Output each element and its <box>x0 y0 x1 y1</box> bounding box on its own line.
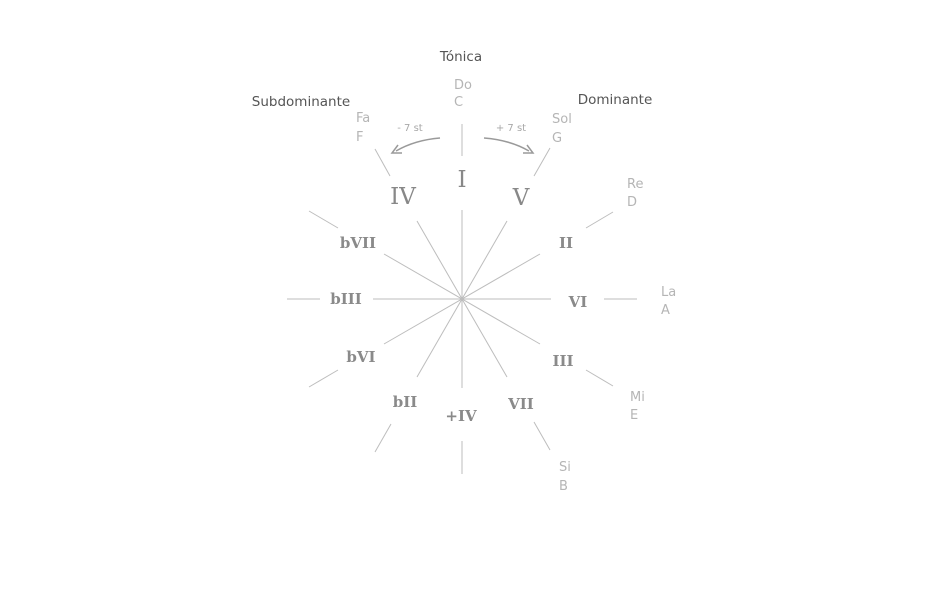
note-si-solfege: Si <box>559 460 571 475</box>
arrow-to-subdominant <box>395 137 441 152</box>
degree-v: V <box>512 185 530 211</box>
arrow-to-dominant <box>483 137 530 152</box>
note-re-letter: D <box>627 195 637 210</box>
dominant-label: Dominante <box>578 92 653 108</box>
degree-ii: II <box>559 234 573 252</box>
subdominant-label: Subdominante <box>252 94 350 110</box>
tonic-label: Tónica <box>439 49 482 65</box>
note-do-letter: C <box>454 95 463 110</box>
degree-flat-ii: bII <box>393 393 418 411</box>
degree-i: I <box>457 167 466 193</box>
tick-left-high <box>308 210 339 229</box>
note-fa-solfege: Fa <box>356 111 370 126</box>
note-sol-solfege: Sol <box>552 112 572 127</box>
tick-re <box>585 211 614 229</box>
tick-mi <box>585 369 614 387</box>
note-mi-solfege: Mi <box>630 390 645 405</box>
degree-vii: VII <box>507 395 534 413</box>
tick-si <box>533 421 551 451</box>
degree-vi: VI <box>568 293 588 311</box>
note-la-letter: A <box>661 303 670 318</box>
interval-minus-label: - 7 st <box>397 123 423 134</box>
tick-fa <box>374 148 391 177</box>
tick-lower-left <box>374 423 392 453</box>
interval-arrows <box>390 137 535 154</box>
degree-iv: IV <box>390 184 416 210</box>
degree-flat-vii: bVII <box>340 234 376 252</box>
degree-flat-iii: bIII <box>330 290 362 308</box>
note-fa-letter: F <box>356 130 363 145</box>
note-si-letter: B <box>559 479 568 494</box>
tick-left-low <box>308 369 339 388</box>
tick-sol <box>533 147 551 177</box>
note-la-solfege: La <box>661 285 676 300</box>
note-sol-letter: G <box>552 131 562 146</box>
spoke-vii-iv <box>416 220 508 378</box>
center-spokes <box>373 210 551 388</box>
note-do-solfege: Do <box>454 78 472 93</box>
note-re-solfege: Re <box>627 177 643 192</box>
arrowhead-left <box>390 144 402 154</box>
arrowhead-right <box>523 144 535 154</box>
degree-iii: III <box>552 352 573 370</box>
note-mi-letter: E <box>630 408 638 423</box>
degree-sharp-iv: +IV <box>445 407 477 425</box>
degree-flat-vi: bVI <box>346 348 375 366</box>
outer-ticks <box>287 124 637 474</box>
interval-plus-label: + 7 st <box>496 123 526 134</box>
